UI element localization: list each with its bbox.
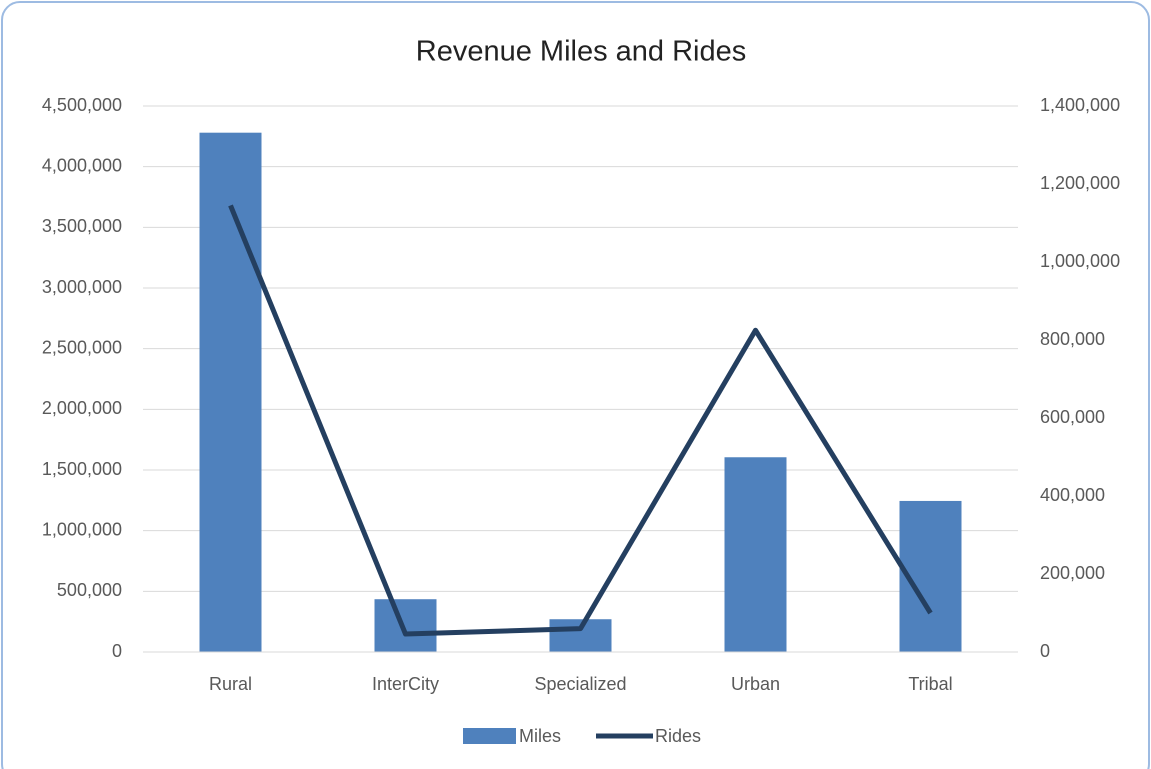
x-tick-label: Rural (209, 674, 252, 694)
x-tick-label: Specialized (534, 674, 626, 694)
bar (724, 457, 787, 652)
y2-tick-label: 1,200,000 (1040, 173, 1120, 193)
y-tick-label: 2,500,000 (42, 337, 122, 357)
x-tick-label: Urban (731, 674, 780, 694)
y2-tick-label: 800,000 (1040, 329, 1105, 349)
legend-label: Rides (655, 726, 701, 746)
legend-swatch (463, 728, 516, 744)
x-tick-label: Tribal (908, 674, 952, 694)
y-tick-label: 2,000,000 (42, 398, 122, 418)
legend-label: Miles (519, 726, 561, 746)
y-tick-label: 4,000,000 (42, 155, 122, 175)
y-tick-label: 3,500,000 (42, 216, 122, 236)
y-tick-label: 3,000,000 (42, 277, 122, 297)
bar (199, 132, 262, 652)
bar (374, 599, 437, 652)
chart-title: Revenue Miles and Rides (416, 36, 746, 68)
y-tick-label: 500,000 (57, 580, 122, 600)
y2-tick-label: 400,000 (1040, 485, 1105, 505)
y2-tick-label: 1,400,000 (1040, 95, 1120, 115)
y2-tick-label: 1,000,000 (1040, 251, 1120, 271)
y-tick-label: 4,500,000 (42, 95, 122, 115)
y-tick-label: 1,500,000 (42, 459, 122, 479)
line (228, 204, 933, 637)
x-tick-label: InterCity (372, 674, 439, 694)
y-tick-label: 1,000,000 (42, 519, 122, 539)
y2-tick-label: 0 (1040, 641, 1050, 661)
y2-tick-label: 200,000 (1040, 563, 1105, 583)
y2-tick-label: 600,000 (1040, 407, 1105, 427)
y-tick-label: 0 (112, 641, 122, 661)
